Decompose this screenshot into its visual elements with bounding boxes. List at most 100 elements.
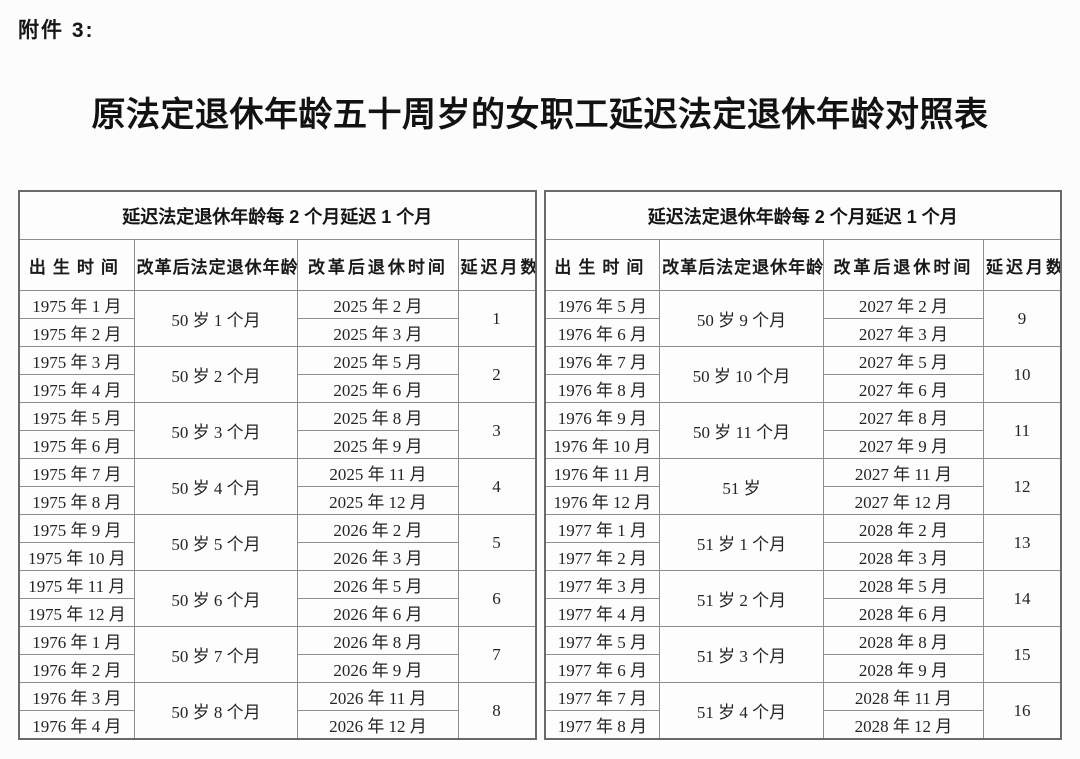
birth-time-cell: 1975 年 12 月 [18, 598, 135, 628]
birth-time-cell: 1976 年 3 月 [18, 682, 135, 712]
table-column-header-row: 出生时间 改革后法定退休年龄 改革后退休时间 延迟月数 [18, 239, 536, 292]
comparison-tables: 延迟法定退休年龄每 2 个月延迟 1 个月 出生时间 改革后法定退休年龄 改革后… [18, 190, 1062, 741]
birth-time-cell: 1975 年 2 月 [18, 318, 135, 348]
table-row: 1977 年 5 月 51 岁 3 个月 2028 年 8 月 15 [543, 626, 1062, 684]
post-reform-age-cell: 50 岁 11 个月 [659, 402, 824, 460]
birth-time-cell: 1977 年 2 月 [543, 542, 661, 572]
column-header-post-reform-age: 改革后法定退休年龄 [133, 239, 299, 292]
birth-time-cell: 1976 年 2 月 [18, 654, 135, 684]
post-reform-age-cell: 50 岁 1 个月 [133, 290, 299, 348]
table-row: 1976 年 4 月 2026 年 12 月 [18, 710, 536, 740]
column-header-post-reform-retirement-time: 改革后退休时间 [822, 239, 985, 292]
table-column-header-row: 出生时间 改革后法定退休年龄 改革后退休时间 延迟月数 [543, 239, 1062, 292]
delay-months-cell: 6 [457, 570, 536, 628]
delay-months-cell: 1 [457, 290, 536, 348]
post-reform-age-cell: 50 岁 9 个月 [659, 290, 824, 348]
birth-time-cell: 1977 年 5 月 [543, 626, 661, 656]
post-reform-age-cell: 50 岁 8 个月 [133, 682, 299, 740]
table-group-header-row: 延迟法定退休年龄每 2 个月延迟 1 个月 [18, 190, 536, 241]
post-reform-retirement-time-cell: 2027 年 6 月 [822, 374, 985, 404]
delay-months-cell: 11 [983, 402, 1062, 460]
delay-months-cell: 7 [457, 626, 536, 684]
birth-time-cell: 1975 年 8 月 [18, 486, 135, 516]
post-reform-retirement-time-cell: 2027 年 9 月 [822, 430, 985, 460]
right-group-header: 延迟法定退休年龄每 2 个月延迟 1 个月 [544, 190, 1062, 241]
table-group-header-row: 延迟法定退休年龄每 2 个月延迟 1 个月 [544, 190, 1062, 241]
birth-time-cell: 1977 年 6 月 [543, 654, 661, 684]
post-reform-retirement-time-cell: 2028 年 9 月 [822, 654, 985, 684]
table-row: 1977 年 6 月 2028 年 9 月 [543, 654, 1062, 684]
delay-months-cell: 3 [457, 402, 536, 460]
post-reform-retirement-time-cell: 2028 年 12 月 [822, 710, 985, 740]
table-row: 1975 年 12 月 2026 年 6 月 [18, 598, 536, 628]
right-table-body: 1976 年 5 月 50 岁 9 个月 2027 年 2 月 9 1976 年 6 月… [543, 290, 1062, 740]
post-reform-retirement-time-cell: 2026 年 9 月 [297, 654, 459, 684]
left-comparison-table: 延迟法定退休年龄每 2 个月延迟 1 个月 出生时间 改革后法定退休年龄 改革后… [18, 190, 537, 741]
table-row: 1977 年 1 月 51 岁 1 个月 2028 年 2 月 13 [543, 514, 1062, 572]
delay-months-cell: 5 [457, 514, 536, 572]
delay-months-cell: 9 [983, 290, 1062, 348]
birth-time-cell: 1977 年 3 月 [543, 570, 661, 600]
post-reform-retirement-time-cell: 2026 年 11 月 [297, 682, 459, 712]
birth-time-cell: 1975 年 7 月 [18, 458, 135, 488]
birth-time-cell: 1976 年 11 月 [543, 458, 661, 488]
birth-time-cell: 1976 年 1 月 [18, 626, 135, 656]
post-reform-retirement-time-cell: 2025 年 6 月 [297, 374, 459, 404]
table-row: 1975 年 4 月 2025 年 6 月 [18, 374, 536, 404]
post-reform-age-cell: 51 岁 3 个月 [659, 626, 824, 684]
birth-time-cell: 1976 年 4 月 [18, 710, 135, 740]
column-header-birth-time: 出生时间 [18, 239, 135, 292]
post-reform-retirement-time-cell: 2028 年 8 月 [822, 626, 985, 656]
post-reform-retirement-time-cell: 2027 年 8 月 [822, 402, 985, 432]
post-reform-retirement-time-cell: 2025 年 8 月 [297, 402, 459, 432]
post-reform-age-cell: 50 岁 3 个月 [133, 402, 299, 460]
post-reform-age-cell: 50 岁 7 个月 [133, 626, 299, 684]
post-reform-retirement-time-cell: 2025 年 2 月 [297, 290, 459, 320]
post-reform-retirement-time-cell: 2025 年 12 月 [297, 486, 459, 516]
page-title: 原法定退休年龄五十周岁的女职工延迟法定退休年龄对照表 [91, 97, 989, 134]
column-header-post-reform-age: 改革后法定退休年龄 [659, 239, 824, 292]
birth-time-cell: 1976 年 5 月 [543, 290, 661, 320]
birth-time-cell: 1976 年 7 月 [543, 346, 661, 376]
birth-time-cell: 1975 年 10 月 [18, 542, 135, 572]
delay-months-cell: 4 [457, 458, 536, 516]
post-reform-retirement-time-cell: 2025 年 3 月 [297, 318, 459, 348]
post-reform-retirement-time-cell: 2026 年 3 月 [297, 542, 459, 572]
post-reform-age-cell: 50 岁 4 个月 [133, 458, 299, 516]
table-row: 1977 年 2 月 2028 年 3 月 [543, 542, 1062, 572]
table-row: 1975 年 10 月 2026 年 3 月 [18, 542, 536, 572]
post-reform-age-cell: 50 岁 2 个月 [133, 346, 299, 404]
post-reform-retirement-time-cell: 2025 年 9 月 [297, 430, 459, 460]
delay-months-cell: 12 [983, 458, 1062, 516]
column-header-delay-months: 延迟月数 [457, 239, 536, 292]
post-reform-age-cell: 51 岁 [659, 458, 824, 516]
delay-months-cell: 14 [983, 570, 1062, 628]
table-row: 1977 年 7 月 51 岁 4 个月 2028 年 11 月 16 [543, 682, 1062, 740]
table-row: 1977 年 3 月 51 岁 2 个月 2028 年 5 月 14 [543, 570, 1062, 628]
post-reform-retirement-time-cell: 2025 年 11 月 [297, 458, 459, 488]
table-row: 1976 年 2 月 2026 年 9 月 [18, 654, 536, 684]
post-reform-retirement-time-cell: 2026 年 2 月 [297, 514, 459, 544]
birth-time-cell: 1976 年 9 月 [543, 402, 661, 432]
post-reform-retirement-time-cell: 2027 年 12 月 [822, 486, 985, 516]
post-reform-age-cell: 50 岁 6 个月 [133, 570, 299, 628]
post-reform-retirement-time-cell: 2026 年 5 月 [297, 570, 459, 600]
post-reform-retirement-time-cell: 2027 年 11 月 [822, 458, 985, 488]
post-reform-retirement-time-cell: 2028 年 11 月 [822, 682, 985, 712]
table-row: 1976 年 9 月 50 岁 11 个月 2027 年 8 月 11 [543, 402, 1062, 460]
birth-time-cell: 1975 年 11 月 [18, 570, 135, 600]
table-row: 1977 年 8 月 2028 年 12 月 [543, 710, 1062, 740]
birth-time-cell: 1975 年 4 月 [18, 374, 135, 404]
table-row: 1975 年 2 月 2025 年 3 月 [18, 318, 536, 348]
birth-time-cell: 1975 年 5 月 [18, 402, 135, 432]
delay-months-cell: 15 [983, 626, 1062, 684]
birth-time-cell: 1977 年 7 月 [543, 682, 661, 712]
